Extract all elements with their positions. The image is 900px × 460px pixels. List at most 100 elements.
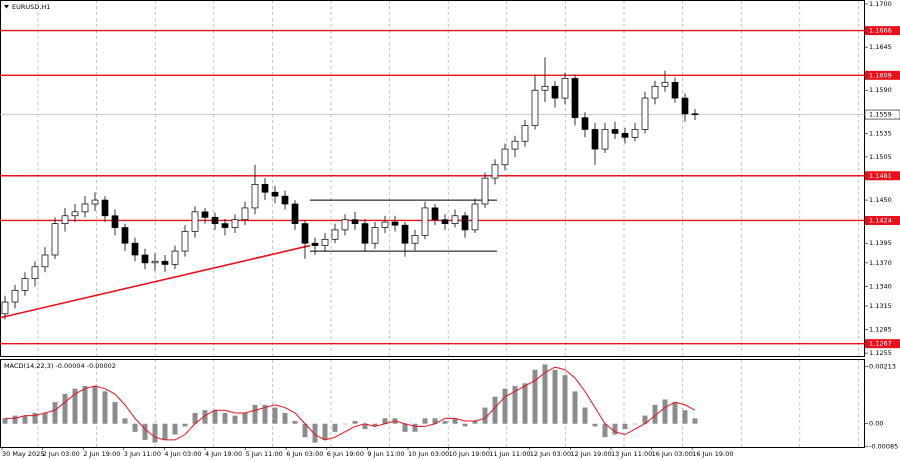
candle-body <box>511 140 519 150</box>
x-tick-label: 4 Jun 03:00 <box>164 450 201 458</box>
y-tick-label: 1.1450 <box>869 196 892 204</box>
candle-body <box>491 164 499 179</box>
candle-body <box>691 113 699 115</box>
macd-histogram-bar <box>532 369 538 424</box>
trendline <box>0 244 311 319</box>
level-label: 1.1424 <box>869 216 892 224</box>
candle-body <box>681 97 689 115</box>
candle-body <box>371 227 379 244</box>
macd-histogram-bar <box>482 407 488 424</box>
macd-histogram-bar <box>502 388 508 424</box>
macd-histogram-bar <box>662 399 668 424</box>
candle-body <box>481 177 489 205</box>
macd-histogram-bar <box>602 423 608 438</box>
candle-body <box>431 207 439 221</box>
macd-histogram-bar <box>82 385 88 424</box>
symbol-label: EURUSD,H1 <box>12 3 50 11</box>
macd-histogram-bar <box>472 421 478 424</box>
x-tick-label: 6 Jun 03:00 <box>286 450 323 458</box>
macd-histogram-bar <box>422 418 428 424</box>
macd-histogram-bar <box>282 412 288 424</box>
candle-body <box>671 82 679 99</box>
candle-body <box>171 250 179 265</box>
macd-histogram-bar <box>232 415 238 424</box>
candle-body <box>561 78 569 99</box>
macd-histogram-bar <box>382 418 388 424</box>
macd-histogram-bar <box>152 423 158 443</box>
candle-body <box>391 221 399 226</box>
candle-body <box>331 229 339 240</box>
candle-body <box>521 125 529 142</box>
macd-histogram-bar <box>212 410 218 424</box>
candle-body <box>301 223 309 244</box>
y-tick-label: 1.1645 <box>869 43 892 51</box>
candle-body <box>51 223 59 256</box>
macd-histogram-bar <box>412 423 418 432</box>
macd-signal-line <box>5 366 696 441</box>
candle-body <box>241 207 249 221</box>
y-tick-label: 1.1505 <box>869 153 892 161</box>
candle-body <box>81 203 89 213</box>
macd-histogram-bar <box>372 423 378 427</box>
candle-body <box>591 129 599 150</box>
x-tick-label: 12 Jun 19:00 <box>570 450 611 458</box>
candle-body <box>11 289 19 303</box>
x-tick-label: 4 Jun 19:00 <box>205 450 242 458</box>
candle-body <box>471 203 479 231</box>
candle-body <box>311 242 319 246</box>
candle-body <box>281 195 289 205</box>
candle-body <box>641 97 649 130</box>
y-tick-label: 1.1255 <box>869 349 892 357</box>
macd-histogram-bar <box>52 402 58 424</box>
candle-body <box>31 266 39 279</box>
candle-body <box>461 215 469 231</box>
x-tick-label: 12 Jun 03:00 <box>530 450 571 458</box>
macd-histogram-bar <box>222 412 228 424</box>
x-tick-label: 16 Jun 03:00 <box>652 450 693 458</box>
y-tick-label: 1.1370 <box>869 259 892 267</box>
macd-histogram-bar <box>562 375 568 424</box>
candle-body <box>211 216 219 224</box>
macd-histogram-bar <box>242 412 248 424</box>
macd-histogram-bar <box>402 423 408 432</box>
candle-body <box>251 184 259 209</box>
candle-body <box>451 215 459 224</box>
macd-histogram-bar <box>542 364 548 424</box>
macd-y-tick-label: 0.00213 <box>869 362 896 370</box>
macd-histogram-bar <box>262 404 268 424</box>
macd-histogram-bar <box>92 385 98 424</box>
candle-body <box>421 207 429 236</box>
macd-histogram-bar <box>332 423 338 432</box>
macd-histogram-bar <box>192 412 198 424</box>
macd-y-tick-label: -0.00085 <box>869 443 898 451</box>
candle-body <box>351 219 359 224</box>
macd-histogram-bar <box>102 391 108 424</box>
candle-body <box>341 219 349 231</box>
candle-body <box>401 224 409 244</box>
macd-histogram-bar <box>122 418 128 424</box>
x-tick-label: 5 Jun 11:00 <box>246 450 283 458</box>
symbol-menu-icon[interactable] <box>4 5 9 9</box>
level-label-box <box>865 26 900 36</box>
level-label-box <box>865 171 900 181</box>
x-tick-label: 9 Jun 11:00 <box>367 450 404 458</box>
macd-histogram-bar <box>272 407 278 424</box>
candle-body <box>201 211 209 218</box>
y-tick-label: 1.1535 <box>869 129 892 137</box>
macd-histogram-bar <box>462 423 468 427</box>
macd-histogram-bar <box>452 418 458 424</box>
level-label-box <box>865 215 900 225</box>
candle-body <box>101 199 109 217</box>
candle-body <box>501 148 509 166</box>
level-label-box <box>865 70 900 80</box>
macd-histogram-bar <box>162 423 168 440</box>
macd-label: MACD(14,22,3) -0.00004 -0.00002 <box>4 362 116 370</box>
macd-histogram-bar <box>32 412 38 424</box>
level-label: 1.1267 <box>869 340 892 348</box>
y-tick-label: 1.1285 <box>869 326 892 334</box>
y-tick-label: 1.1590 <box>869 86 892 94</box>
y-tick-label: 1.1340 <box>869 282 892 290</box>
macd-histogram-bar <box>612 423 618 435</box>
candle-body <box>231 219 239 228</box>
